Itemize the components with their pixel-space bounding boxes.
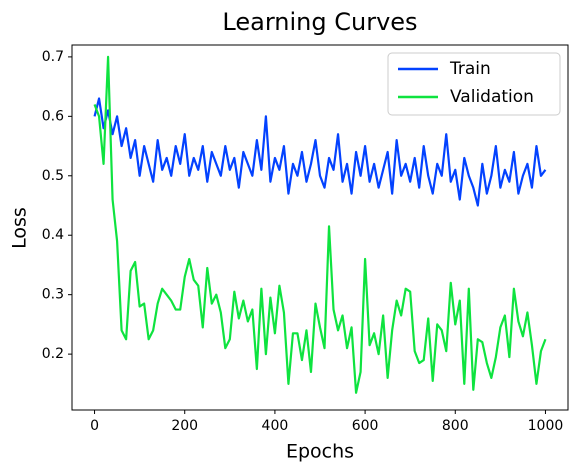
x-tick-label: 200: [171, 418, 198, 434]
y-tick-label: 0.7: [42, 49, 64, 65]
legend-label: Train: [449, 59, 491, 79]
chart-title: Learning Curves: [222, 8, 417, 36]
y-tick-label: 0.5: [42, 168, 64, 184]
x-tick-label: 400: [262, 418, 289, 434]
y-tick-label: 0.6: [42, 108, 64, 124]
plot-frame: [71, 44, 569, 411]
x-tick-label: 1000: [528, 418, 564, 434]
x-tick-label: 600: [352, 418, 379, 434]
x-tick-label: 800: [442, 418, 469, 434]
x-tick-label: 0: [90, 418, 99, 434]
y-tick-label: 0.4: [42, 227, 64, 243]
y-axis-label: Loss: [9, 207, 31, 249]
legend-label: Validation: [450, 87, 534, 107]
y-tick-label: 0.3: [42, 287, 64, 303]
data-line: [93, 97, 547, 207]
y-tick-label: 0.2: [42, 346, 64, 362]
x-axis-label: Epochs: [286, 441, 354, 463]
data-line: [93, 55, 547, 394]
